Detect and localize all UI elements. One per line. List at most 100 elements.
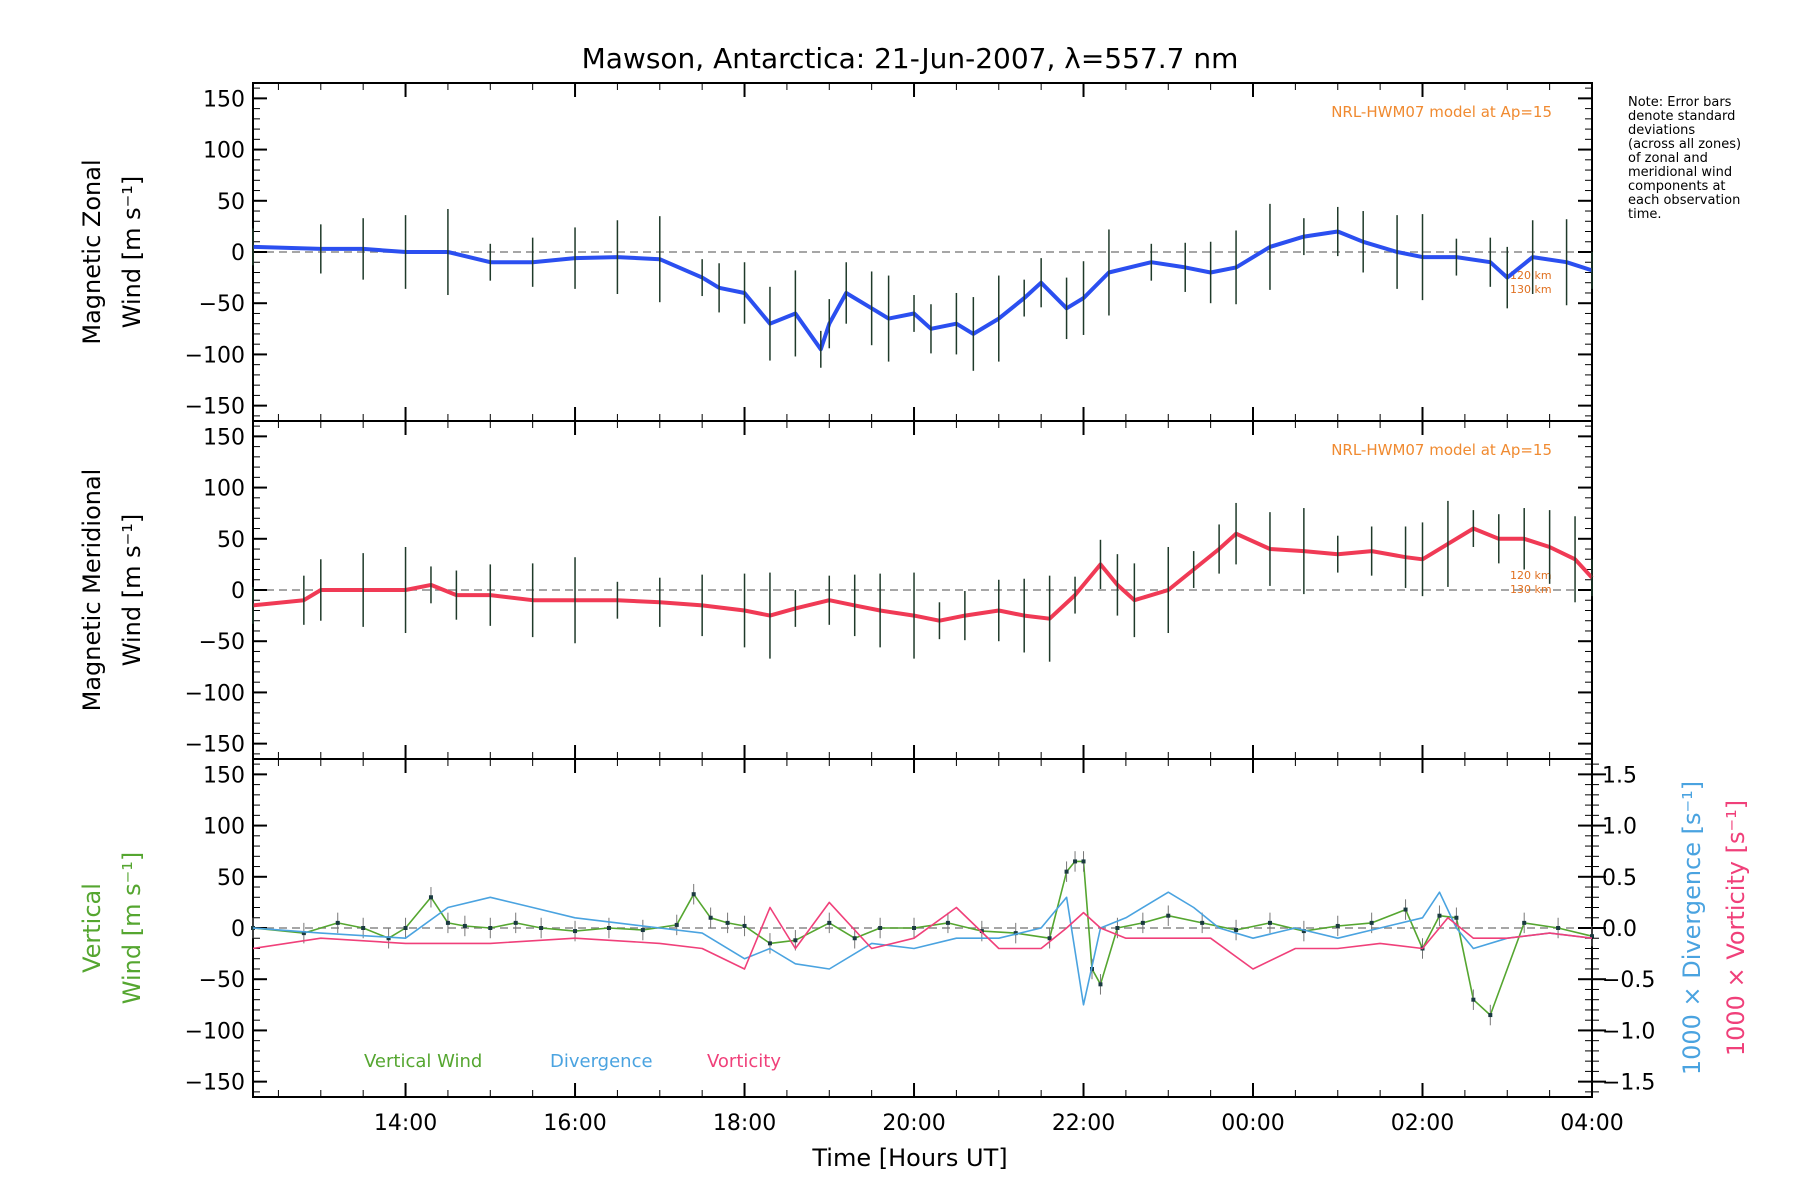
note-line: each observation — [1628, 193, 1741, 208]
data-point — [1115, 926, 1120, 930]
y-tick-label: 150 — [203, 763, 245, 788]
y-tick-label: 100 — [203, 477, 245, 502]
x-tick-label: 22:00 — [1052, 1111, 1115, 1136]
data-point — [573, 929, 578, 934]
y-tick-label: 50 — [217, 528, 245, 553]
note-line: of zonal and — [1628, 151, 1708, 166]
y-tick-label: −150 — [185, 1071, 245, 1096]
y-tick-label: −100 — [185, 681, 245, 706]
x-tick-label: 14:00 — [374, 1111, 437, 1136]
data-point — [708, 915, 713, 920]
data-point — [1471, 997, 1476, 1002]
note-line: deviations — [1628, 123, 1696, 138]
model-level-label: 130 km — [1510, 583, 1552, 596]
y-axis-label-line2: Wind [m s⁻¹] — [118, 176, 146, 328]
data-point — [1403, 907, 1408, 912]
zonal-wind-panel: 150 100 50 0 −50 −100 −150 Magnetic Zonal Wind [… — [78, 82, 1593, 422]
data-point — [488, 926, 493, 930]
data-point — [1301, 929, 1306, 934]
data-point — [691, 892, 696, 897]
data-point — [1335, 923, 1340, 928]
y-axis-label-line2: Wind [m s⁻¹] — [118, 514, 146, 666]
note-line: Note: Error bars — [1628, 95, 1732, 110]
model-level-label: 130 km — [1510, 283, 1552, 296]
meridional-wind-panel: 150 100 50 0 −50 −100 −150 Magnetic Meridional W… — [78, 420, 1594, 760]
data-point — [725, 920, 730, 925]
y-tick-label: 0 — [231, 917, 245, 942]
model-level-label: 120 km — [1510, 569, 1552, 582]
y-tick-label: −100 — [185, 1019, 245, 1044]
note-line: time. — [1628, 207, 1662, 222]
series-line-divergence — [252, 891, 1593, 1006]
y-tick-label: 100 — [203, 139, 245, 164]
data-point — [403, 926, 408, 930]
data-point — [1437, 913, 1442, 918]
y-tick-label: 0 — [231, 241, 245, 266]
y-axis-label-line1: Magnetic Meridional — [78, 469, 106, 712]
data-point — [767, 941, 772, 946]
data-point — [1200, 920, 1205, 925]
data-point — [1013, 931, 1018, 936]
x-tick-label: 18:00 — [713, 1111, 776, 1136]
data-point — [1454, 915, 1459, 920]
data-point — [539, 926, 544, 930]
x-tick-label: 20:00 — [882, 1111, 945, 1136]
note-line: denote standard — [1628, 109, 1736, 124]
series-line-vorticity — [252, 901, 1593, 970]
x-axis-label: Time [Hours UT] — [811, 1144, 1007, 1172]
y-tick-label: −50 — [199, 292, 245, 317]
vorticity-axis-label: 1000 × Vorticity [s⁻¹] — [1722, 800, 1750, 1056]
right-tick-label: 1.5 — [1602, 763, 1637, 788]
x-tick-label: 04:00 — [1560, 1111, 1623, 1136]
data-point — [606, 926, 611, 930]
data-point — [912, 926, 917, 930]
y-tick-label: 50 — [217, 190, 245, 215]
right-tick-label: −0.5 — [1602, 968, 1655, 993]
data-point — [827, 920, 832, 925]
chart-title: Mawson, Antarctica: 21-Jun-2007, λ=557.7… — [582, 42, 1239, 75]
y-axis-label-line1: Vertical — [78, 883, 106, 973]
model-label: NRL-HWM07 model at Ap=15 — [1331, 441, 1552, 459]
model-label: NRL-HWM07 model at Ap=15 — [1331, 103, 1552, 121]
data-point — [1267, 920, 1272, 925]
series-line-meridional-wind-mean- — [252, 526, 1594, 623]
y-tick-label: 150 — [203, 87, 245, 112]
series-line-vertical-wind — [252, 860, 1593, 1016]
y-tick-label: −150 — [185, 395, 245, 420]
data-point — [1590, 934, 1594, 939]
data-point — [1047, 936, 1052, 941]
data-point — [1098, 982, 1103, 987]
data-point — [1488, 1013, 1493, 1018]
data-point — [742, 923, 747, 928]
vertical-wind-panel: 150 100 50 0 −50 −100 −150 Vertical Wind [m s⁻¹]… — [78, 758, 1750, 1098]
note-line: components at — [1628, 179, 1726, 194]
data-point — [386, 936, 391, 941]
y-axis-label-line1: Magnetic Zonal — [78, 159, 106, 344]
data-point — [301, 931, 306, 936]
y-tick-label: 150 — [203, 425, 245, 450]
data-point — [640, 928, 645, 933]
x-tick-label: 16:00 — [543, 1111, 606, 1136]
legend-entry: Divergence — [550, 1051, 653, 1072]
data-point — [852, 936, 857, 941]
data-point — [513, 920, 518, 925]
data-point — [1234, 928, 1239, 933]
x-tick-label: 00:00 — [1221, 1111, 1284, 1136]
y-tick-label: −50 — [199, 630, 245, 655]
y-axis-label-line2: Wind [m s⁻¹] — [118, 852, 146, 1004]
divergence-axis-label: 1000 × Divergence [s⁻¹] — [1678, 781, 1706, 1075]
y-tick-label: 0 — [231, 579, 245, 604]
error-bar-note: Note: Error bars denote standard deviation… — [1628, 96, 1798, 222]
y-tick-label: −100 — [185, 343, 245, 368]
data-point — [1140, 920, 1145, 925]
data-point — [1522, 920, 1527, 925]
right-tick-label: 0.5 — [1602, 866, 1637, 891]
y-tick-label: 100 — [203, 815, 245, 840]
data-point — [1369, 920, 1374, 925]
data-point — [1556, 926, 1561, 930]
right-tick-label: −1.5 — [1602, 1071, 1655, 1096]
series-line-zonal-wind-mean- — [252, 229, 1593, 352]
legend-entry: Vorticity — [707, 1051, 781, 1072]
right-tick-label: 0.0 — [1602, 917, 1637, 942]
